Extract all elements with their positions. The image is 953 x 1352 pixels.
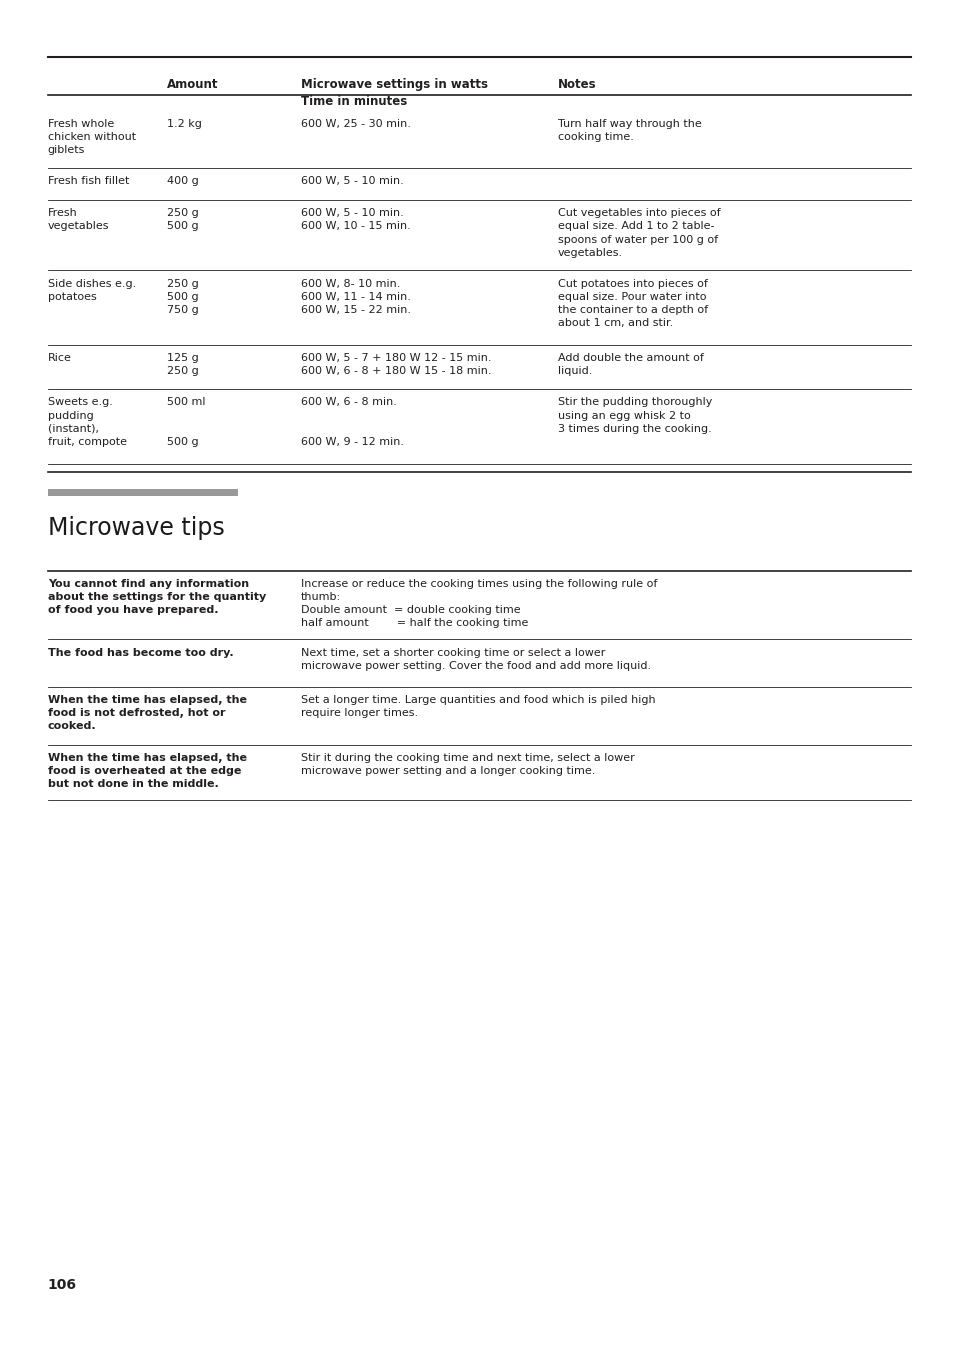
Text: Cut potatoes into pieces of
equal size. Pour water into
the container to a depth: Cut potatoes into pieces of equal size. … — [558, 279, 707, 329]
Text: Microwave tips: Microwave tips — [48, 516, 224, 541]
Text: Notes: Notes — [558, 78, 596, 92]
Text: 500 ml


500 g: 500 ml 500 g — [167, 397, 205, 448]
Text: 400 g: 400 g — [167, 176, 198, 185]
Text: 600 W, 25 - 30 min.: 600 W, 25 - 30 min. — [300, 119, 410, 128]
Text: 600 W, 8- 10 min.
600 W, 11 - 14 min.
600 W, 15 - 22 min.: 600 W, 8- 10 min. 600 W, 11 - 14 min. 60… — [300, 279, 410, 315]
Text: Fresh fish fillet: Fresh fish fillet — [48, 176, 129, 185]
Text: 106: 106 — [48, 1278, 76, 1291]
Text: 250 g
500 g: 250 g 500 g — [167, 208, 198, 231]
Text: 600 W, 6 - 8 min.


600 W, 9 - 12 min.: 600 W, 6 - 8 min. 600 W, 9 - 12 min. — [300, 397, 403, 448]
Text: Stir the pudding thoroughly
using an egg whisk 2 to
3 times during the cooking.: Stir the pudding thoroughly using an egg… — [558, 397, 712, 434]
Text: Turn half way through the
cooking time.: Turn half way through the cooking time. — [558, 119, 701, 142]
Text: 600 W, 5 - 10 min.: 600 W, 5 - 10 min. — [300, 176, 403, 185]
Text: Add double the amount of
liquid.: Add double the amount of liquid. — [558, 353, 703, 376]
Text: Side dishes e.g.
potatoes: Side dishes e.g. potatoes — [48, 279, 136, 301]
Text: 250 g
500 g
750 g: 250 g 500 g 750 g — [167, 279, 198, 315]
Text: Fresh whole
chicken without
giblets: Fresh whole chicken without giblets — [48, 119, 135, 155]
Text: When the time has elapsed, the
food is not defrosted, hot or
cooked.: When the time has elapsed, the food is n… — [48, 695, 247, 731]
Text: You cannot find any information
about the settings for the quantity
of food you : You cannot find any information about th… — [48, 579, 266, 615]
Text: Microwave settings in watts
Time in minutes: Microwave settings in watts Time in minu… — [300, 78, 487, 108]
Text: When the time has elapsed, the
food is overheated at the edge
but not done in th: When the time has elapsed, the food is o… — [48, 753, 247, 790]
Text: Cut vegetables into pieces of
equal size. Add 1 to 2 table-
spoons of water per : Cut vegetables into pieces of equal size… — [558, 208, 720, 258]
Text: Sweets e.g.
pudding
(instant),
fruit, compote: Sweets e.g. pudding (instant), fruit, co… — [48, 397, 127, 448]
Text: Next time, set a shorter cooking time or select a lower
microwave power setting.: Next time, set a shorter cooking time or… — [300, 648, 650, 671]
Text: 1.2 kg: 1.2 kg — [167, 119, 202, 128]
Text: Set a longer time. Large quantities and food which is piled high
require longer : Set a longer time. Large quantities and … — [300, 695, 655, 718]
Text: Fresh
vegetables: Fresh vegetables — [48, 208, 109, 231]
Text: Amount: Amount — [167, 78, 218, 92]
Text: 600 W, 5 - 7 + 180 W 12 - 15 min.
600 W, 6 - 8 + 180 W 15 - 18 min.: 600 W, 5 - 7 + 180 W 12 - 15 min. 600 W,… — [300, 353, 491, 376]
Text: Stir it during the cooking time and next time, select a lower
microwave power se: Stir it during the cooking time and next… — [300, 753, 634, 776]
Text: 125 g
250 g: 125 g 250 g — [167, 353, 198, 376]
Text: Increase or reduce the cooking times using the following rule of
thumb:
Double a: Increase or reduce the cooking times usi… — [300, 579, 657, 629]
Text: Rice: Rice — [48, 353, 71, 362]
FancyBboxPatch shape — [48, 489, 238, 496]
Text: The food has become too dry.: The food has become too dry. — [48, 648, 233, 657]
Text: 600 W, 5 - 10 min.
600 W, 10 - 15 min.: 600 W, 5 - 10 min. 600 W, 10 - 15 min. — [300, 208, 410, 231]
